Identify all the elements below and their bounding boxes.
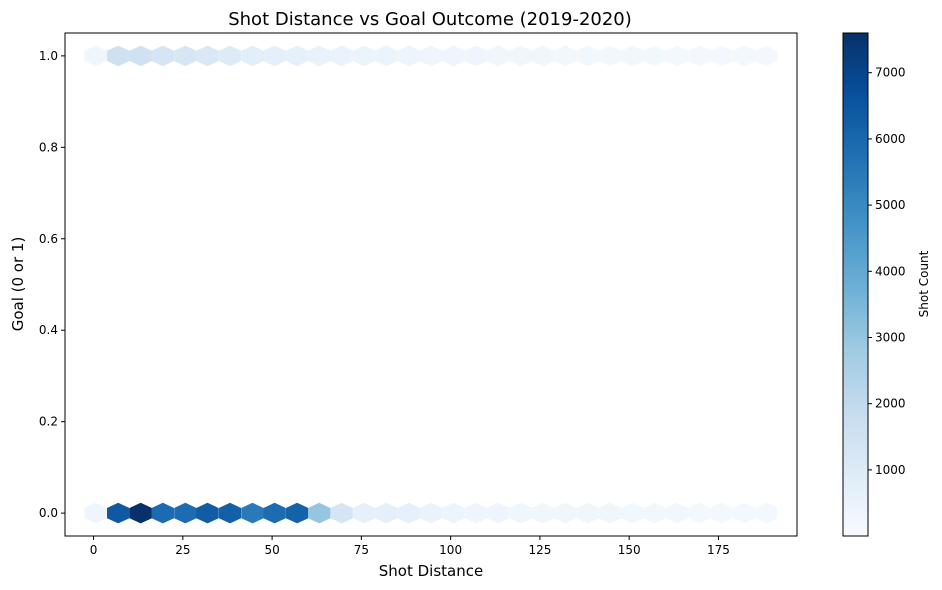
hex-cell	[576, 45, 599, 67]
hex-cell	[375, 502, 398, 524]
hex-cell	[531, 45, 554, 67]
hex-cell	[688, 45, 711, 67]
hex-cell	[218, 45, 242, 67]
hex-cell	[129, 45, 152, 67]
hex-cell	[442, 45, 465, 67]
hex-cell	[419, 45, 443, 67]
chart-title: Shot Distance vs Goal Outcome (2019-2020…	[228, 9, 632, 30]
hex-cell	[464, 45, 488, 67]
plot-frame	[64, 32, 798, 537]
x-tick-label: 50	[264, 543, 279, 557]
x-tick-label: 175	[707, 543, 730, 557]
hex-cell	[218, 502, 242, 524]
hex-cell	[174, 502, 197, 524]
hex-cell	[353, 45, 376, 67]
y-tick-label: 1.0	[39, 49, 58, 63]
hex-cell	[375, 45, 398, 67]
x-tick-label: 125	[528, 543, 551, 557]
hex-cell	[129, 502, 152, 524]
x-tick-label: 100	[439, 543, 462, 557]
hex-cell	[755, 45, 778, 67]
hex-cell	[710, 45, 733, 67]
colorbar-tick-label: 7000	[875, 66, 906, 80]
hex-cell	[174, 45, 197, 67]
hex-cell	[107, 45, 130, 67]
colorbar-tick-label: 4000	[875, 264, 906, 278]
hex-cell	[196, 502, 219, 524]
hex-cell	[285, 45, 309, 67]
hex-cell	[554, 45, 577, 67]
colorbar	[842, 32, 869, 537]
hex-cell	[84, 45, 107, 67]
hex-cell	[487, 45, 510, 67]
hex-cell	[84, 502, 107, 524]
colorbar-tick-label: 6000	[875, 132, 906, 146]
y-tick-label: 0.0	[39, 506, 58, 520]
hex-cell	[755, 502, 778, 524]
hex-cell	[353, 502, 376, 524]
x-tick-label: 150	[618, 543, 641, 557]
hex-cell	[241, 45, 264, 67]
hex-cell	[487, 502, 510, 524]
hex-cell	[285, 502, 309, 524]
hex-cell	[330, 45, 353, 67]
y-tick-label: 0.8	[39, 140, 58, 154]
hex-cell	[263, 502, 286, 524]
hex-cell	[330, 502, 353, 524]
hex-cell	[554, 502, 577, 524]
hex-cell	[308, 502, 331, 524]
x-axis-label: Shot Distance	[379, 562, 483, 580]
y-tick-label: 0.2	[39, 415, 58, 429]
hex-cell	[308, 45, 331, 67]
hex-cell	[733, 45, 756, 67]
hex-cell	[643, 45, 666, 67]
hex-cell	[531, 502, 554, 524]
x-axis-ticks: 0 25 50 75 100 125 150 175	[90, 536, 730, 557]
hex-cell	[576, 502, 599, 524]
y-tick-label: 0.4	[39, 323, 58, 337]
hex-cell	[151, 45, 174, 67]
hex-cell	[151, 502, 174, 524]
x-tick-label: 75	[354, 543, 369, 557]
colorbar-tick-label: 1000	[875, 463, 906, 477]
hex-cell	[598, 502, 622, 524]
hex-cell	[688, 502, 711, 524]
hex-cell	[509, 502, 532, 524]
hex-cell	[643, 502, 666, 524]
colorbar-tick-label: 5000	[875, 198, 906, 212]
hex-cell	[509, 45, 532, 67]
hex-cell	[442, 502, 465, 524]
y-tick-label: 0.6	[39, 232, 58, 246]
y-axis-label: Goal (0 or 1)	[9, 237, 27, 332]
hex-cell	[733, 502, 756, 524]
hex-cell	[710, 502, 733, 524]
hex-cell	[665, 45, 689, 67]
hex-cell	[107, 502, 130, 524]
hex-cell	[397, 502, 420, 524]
hex-cell	[196, 45, 219, 67]
hex-cell	[419, 502, 443, 524]
y-axis-ticks: 0.0 0.2 0.4 0.6 0.8 1.0	[39, 49, 65, 520]
colorbar-ticks: 1000 2000 3000 4000 5000 6000 7000	[868, 66, 906, 477]
hex-cell	[621, 502, 644, 524]
hex-cell	[665, 502, 689, 524]
hex-cell	[241, 502, 264, 524]
colorbar-label: Shot Count	[917, 250, 931, 317]
hex-cell	[598, 45, 622, 67]
x-tick-label: 0	[90, 543, 98, 557]
colorbar-tick-label: 2000	[875, 397, 906, 411]
hex-cell	[263, 45, 286, 67]
hexbin-cells	[84, 45, 778, 524]
hex-cell	[397, 45, 420, 67]
x-tick-label: 25	[175, 543, 190, 557]
hex-cell	[464, 502, 488, 524]
hex-cell	[621, 45, 644, 67]
colorbar-tick-label: 3000	[875, 330, 906, 344]
